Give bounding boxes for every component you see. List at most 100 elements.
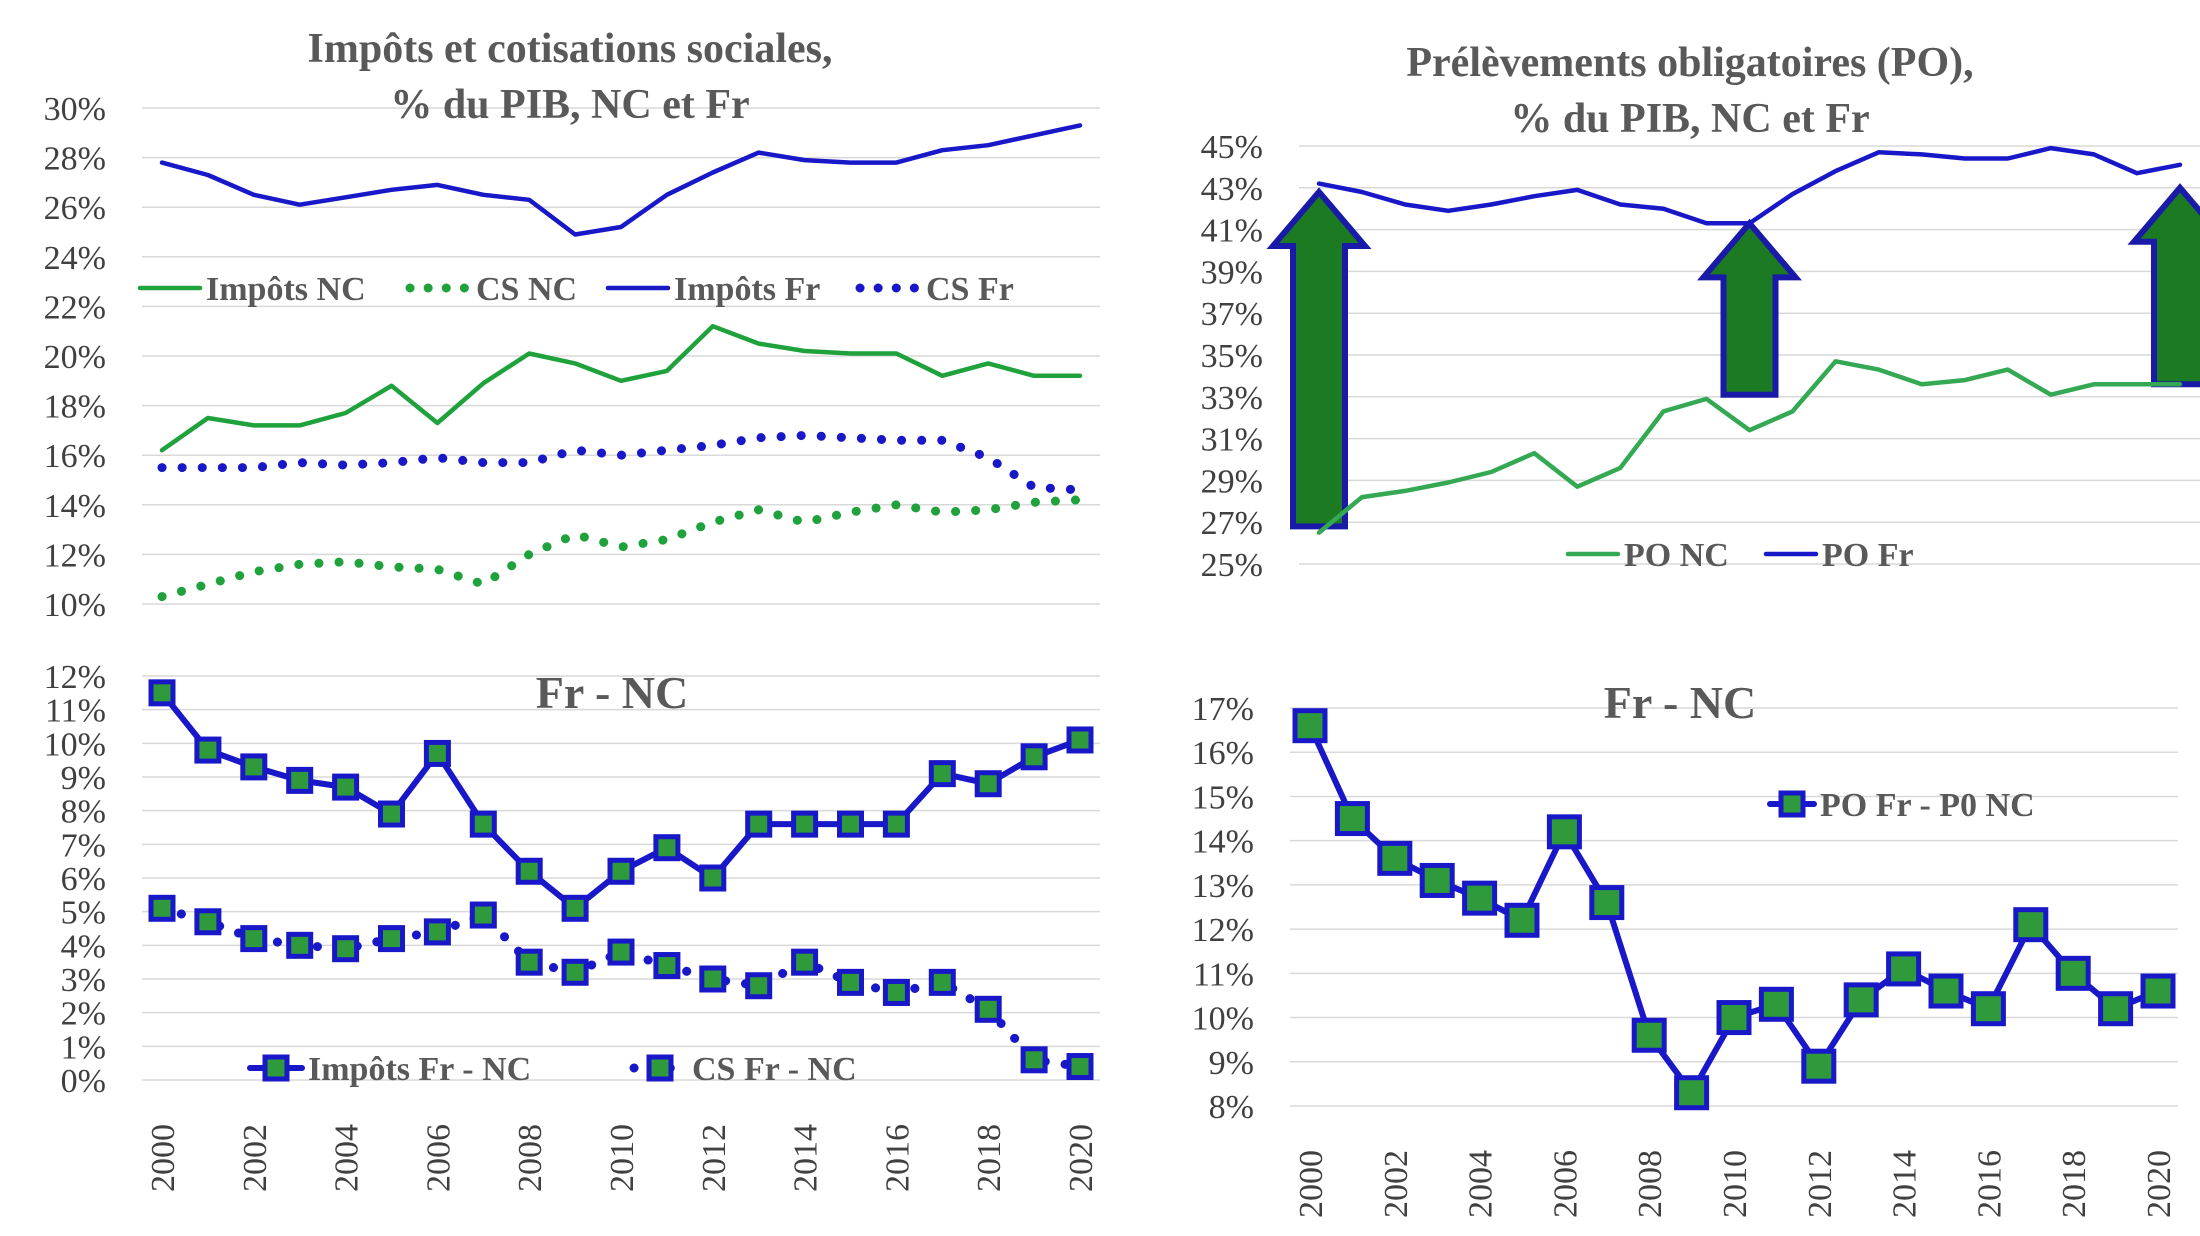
y-tick-label: 9% <box>1209 1045 1254 1082</box>
data-point <box>332 773 360 801</box>
series-po-fr <box>1316 145 2183 226</box>
y-tick-label: 12% <box>44 659 106 696</box>
data-point <box>882 810 910 838</box>
series-line <box>159 123 1083 237</box>
x-tick-label: 2012 <box>696 1124 733 1192</box>
data-point <box>928 760 956 788</box>
y-tick-label: 29% <box>1201 463 1263 500</box>
x-tick-label: 2020 <box>1063 1124 1100 1192</box>
data-point <box>1377 840 1413 876</box>
gap-arrow <box>2127 183 2200 388</box>
data-point <box>1020 743 1048 771</box>
chart-title-line: Prélèvements obligatoires (PO), <box>1406 40 1973 86</box>
data-point <box>1801 1048 1837 1084</box>
chart-mandatory-levies: 25% 27% 29% 31% 33% 35% 37% 39% 41% 43% 45% Prélève… <box>1201 40 2200 584</box>
legend-item: CS NC <box>405 271 577 308</box>
x-tick-label: 2008 <box>512 1124 549 1192</box>
legend-marker <box>1778 790 1806 818</box>
series-line <box>1316 359 2183 535</box>
gap-arrow <box>1697 218 1802 398</box>
y-tick-label: 16% <box>1192 735 1254 772</box>
data-point <box>837 810 864 838</box>
gridlines <box>1290 707 2178 1107</box>
legend-marker <box>262 1054 290 1082</box>
x-tick-label: 2014 <box>788 1124 825 1192</box>
y-tick-label: 6% <box>61 861 106 898</box>
y-tick-label: 14% <box>44 488 106 525</box>
y-tick-label: 10% <box>44 587 106 624</box>
legend-marker <box>646 1054 674 1082</box>
legend: Impôts NC CS NC Impôts Fr CS Fr <box>137 271 1014 308</box>
chart-title: Prélèvements obligatoires (PO), % du PIB,… <box>1406 40 1973 142</box>
y-tick-label: 4% <box>61 928 106 965</box>
x-tick-label: 2006 <box>420 1124 457 1192</box>
y-tick-label: 20% <box>44 339 106 376</box>
y-tick-label: 3% <box>61 962 106 999</box>
y-tick-label: 16% <box>44 438 106 475</box>
series-cs-fr-nc <box>148 894 1094 1081</box>
y-tick-label: 25% <box>1201 547 1263 584</box>
data-point <box>974 770 1002 798</box>
data-point <box>1758 986 1794 1022</box>
data-point <box>1928 973 1964 1009</box>
data-point <box>1716 1000 1752 1036</box>
y-tick-label: 2% <box>61 996 106 1033</box>
data-point <box>882 978 910 1006</box>
legend-label: PO Fr <box>1822 537 1914 574</box>
series-line <box>157 903 1085 1071</box>
legend: Impôts Fr - NC CS Fr - NC <box>247 1051 857 1088</box>
series-line <box>1316 145 2183 226</box>
y-tick-label: 28% <box>44 141 106 178</box>
data-point <box>378 925 405 953</box>
chart-title: Impôts et cotisations sociales, % du PIB,… <box>308 26 833 128</box>
series-po-nc <box>1316 359 2183 535</box>
data-point <box>469 901 497 929</box>
y-tick-label: 5% <box>61 895 106 932</box>
data-point <box>561 894 589 922</box>
data-point <box>2098 991 2134 1027</box>
series-imp-ts-fr <box>159 123 1083 237</box>
chart-title-line: Fr - NC <box>1604 677 1756 728</box>
series-po-fr-p0-nc <box>1292 708 2176 1111</box>
data-point <box>240 753 268 781</box>
x-tick-label: 2010 <box>1717 1150 1754 1218</box>
y-tick-label: 30% <box>44 91 106 128</box>
data-point <box>699 864 727 892</box>
legend-item: CS Fr - NC <box>629 1051 857 1088</box>
x-axis-ticks: 2000 2002 2004 2006 2008 2010 2012 2014 2016 2018… <box>145 1124 1100 1192</box>
y-tick-label: 10% <box>1192 1001 1254 1038</box>
y-axis-ticks: 10% 12% 14% 16% 18% 20% 22% 24% 26% 28% 30% <box>44 91 106 624</box>
data-point <box>1970 991 2006 1027</box>
y-tick-label: 0% <box>61 1063 106 1100</box>
chart-title-line: % du PIB, NC et Fr <box>1510 96 1869 142</box>
data-point <box>653 834 681 862</box>
y-tick-label: 1% <box>61 1029 106 1066</box>
series-line <box>159 323 1083 453</box>
data-point <box>1504 902 1540 938</box>
data-point <box>194 908 222 936</box>
y-tick-label: 7% <box>61 827 106 864</box>
data-point <box>2013 907 2049 943</box>
series-cs-nc <box>157 495 1085 602</box>
data-point <box>1674 1075 1710 1111</box>
series-imp-ts-nc <box>159 323 1083 453</box>
legend-label: Impôts Fr <box>674 271 820 308</box>
x-tick-label: 2010 <box>604 1124 641 1192</box>
legend-item: Impôts NC <box>137 271 366 308</box>
data-point <box>286 766 314 794</box>
x-tick-label: 2002 <box>237 1124 274 1192</box>
gap-arrows <box>1266 183 2200 530</box>
data-point <box>286 931 314 959</box>
y-tick-label: 12% <box>1192 912 1254 949</box>
series-imp-ts-fr-nc <box>148 679 1094 922</box>
data-point <box>561 958 589 986</box>
legend-label: Impôts Fr - NC <box>308 1051 531 1088</box>
y-tick-label: 24% <box>44 240 106 277</box>
data-point <box>1066 726 1094 754</box>
legend-item: Impôts Fr <box>605 271 820 308</box>
y-tick-label: 15% <box>1192 779 1254 816</box>
data-point <box>607 857 635 885</box>
x-tick-label: 2004 <box>1463 1150 1500 1218</box>
x-tick-label: 2000 <box>1293 1150 1330 1218</box>
